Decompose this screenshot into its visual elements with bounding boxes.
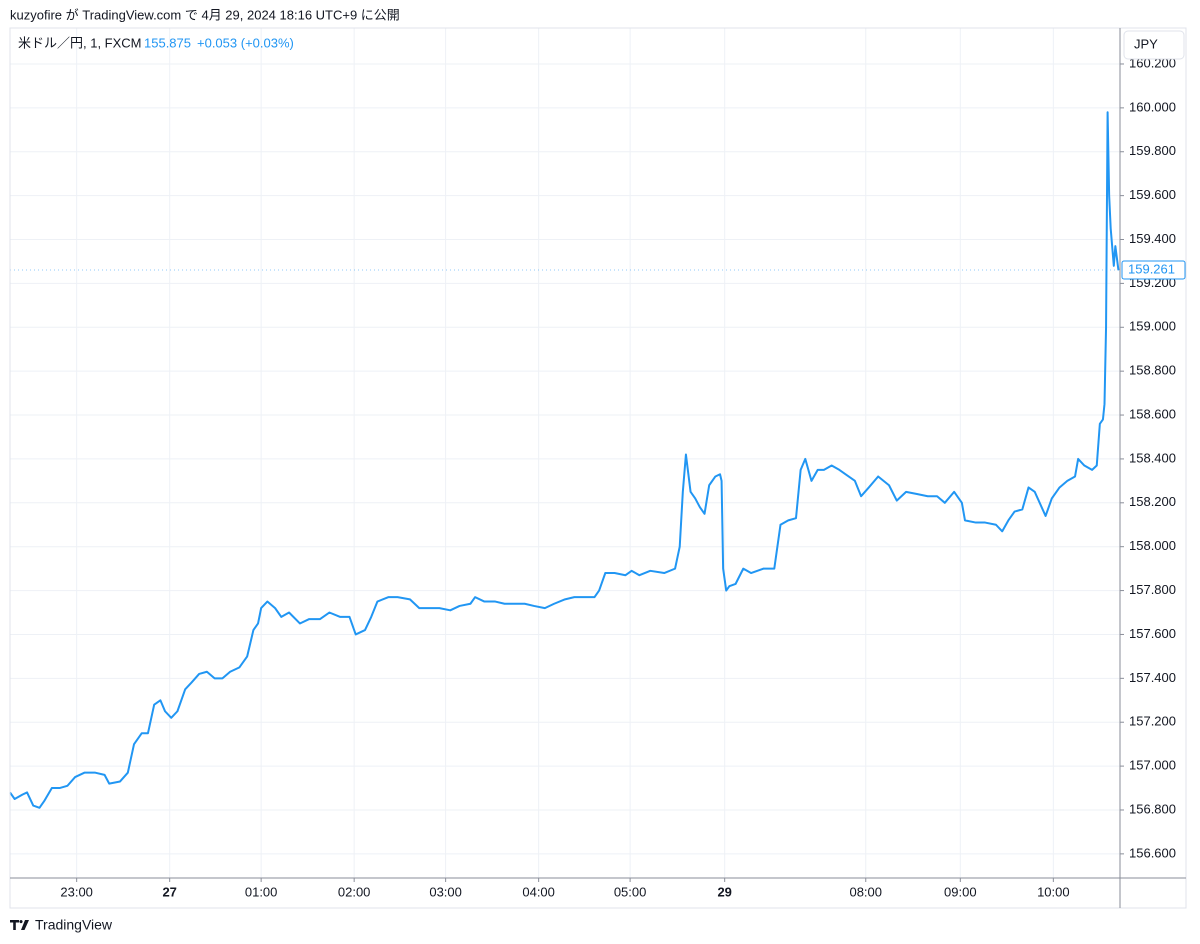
y-tick-label: 156.800: [1129, 801, 1176, 816]
x-tick-label: 08:00: [849, 884, 882, 899]
legend-symbol: 米ドル／円, 1, FXCM: [18, 35, 142, 50]
publisher: kuzyofire が TradingView.com で 4月 29, 202…: [10, 7, 400, 22]
y-tick-label: 158.800: [1129, 363, 1176, 378]
x-tick-label: 04:00: [522, 884, 555, 899]
legend-price: 155.875: [144, 35, 191, 50]
x-tick-label: 10:00: [1037, 884, 1070, 899]
y-tick-label: 158.400: [1129, 450, 1176, 465]
legend-change: +0.053 (+0.03%): [197, 35, 294, 50]
y-tick-label: 156.600: [1129, 845, 1176, 860]
y-tick-label: 157.000: [1129, 758, 1176, 773]
x-tick-label: 05:00: [614, 884, 647, 899]
y-tick-label: 158.600: [1129, 406, 1176, 421]
price-line: [9, 111, 1120, 809]
brand: TradingView: [35, 917, 113, 933]
x-tick-label: 01:00: [245, 884, 278, 899]
last-price-box: [1121, 260, 1186, 280]
x-tick-label: 02:00: [338, 884, 371, 899]
y-tick-label: 158.000: [1129, 538, 1176, 553]
plot-area: 156.600 156.800 157.000 157.200 157.400 157.6…: [9, 28, 1176, 899]
y-tick-label: 159.400: [1129, 231, 1176, 246]
y-tick-label: 157.400: [1129, 670, 1176, 685]
x-tick-label: 23:00: [60, 884, 93, 899]
x-tick-label: 29: [717, 884, 731, 899]
x-tick-label: 27: [162, 884, 176, 899]
last-price-label: 159.261: [1128, 261, 1175, 276]
frame: [9, 27, 1187, 909]
y-tick-label: 157.600: [1129, 626, 1176, 641]
x-tick-label: 09:00: [944, 884, 977, 899]
y-tick-label: 157.200: [1129, 714, 1176, 729]
y-tick-label: 159.600: [1129, 187, 1176, 202]
brand-logo: [10, 920, 29, 930]
y-tick-label: 158.200: [1129, 494, 1176, 509]
y-tick-label: 160.000: [1129, 99, 1176, 114]
y-tick-label: 159.800: [1129, 143, 1176, 158]
y-tick-label: 159.000: [1129, 319, 1176, 334]
currency[interactable]: JPY: [1134, 36, 1158, 51]
axes: 156.600 156.800 157.000 157.200 157.400 157.6…: [10, 28, 1176, 899]
currency-box[interactable]: [1123, 30, 1185, 60]
x-tick-label: 03:00: [429, 884, 462, 899]
y-tick-label: 157.800: [1129, 582, 1176, 597]
